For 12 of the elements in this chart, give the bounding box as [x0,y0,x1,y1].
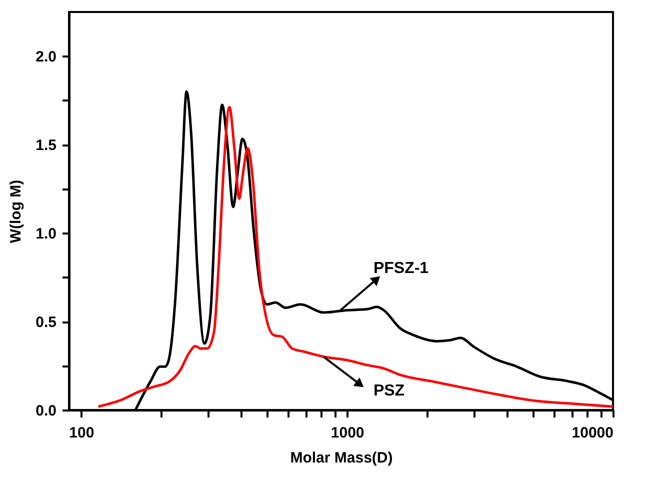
y-tick-label: 2.0 [36,48,56,66]
y-tick-label: 0.5 [36,314,56,332]
x-axis-title: Molar Mass(D) [290,450,393,466]
annotation: PSZ [373,382,405,400]
y-axis-title: W(log M) [8,180,25,244]
y-tick-label: 1.5 [36,137,56,154]
x-tick-label: 10000 [572,424,614,442]
y-tick-label: 0.0 [36,402,56,420]
x-tick-label: 1000 [330,424,364,442]
x-tick-label: 100 [69,424,94,442]
annotation: PFSZ-1 [373,260,429,277]
y-tick-label: 1.0 [36,226,56,243]
